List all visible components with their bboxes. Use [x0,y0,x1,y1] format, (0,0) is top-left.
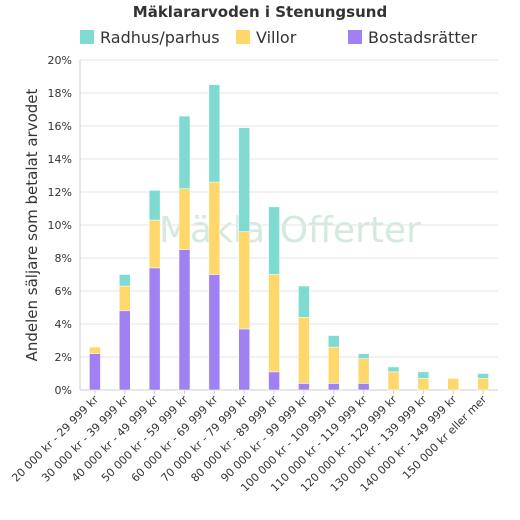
bar-segment [298,285,310,318]
y-axis-label: Andelen säljare som betalat arvodet [23,88,41,361]
watermark: MäklarOfferter [159,210,421,251]
bar-segment [238,127,250,232]
legend-swatch [80,30,94,44]
bar-segment [328,335,340,348]
y-tick-label: 0% [55,384,72,397]
legend-label: Bostadsrätter [368,28,477,47]
y-tick-label: 10% [48,219,72,232]
bar-segment [328,346,340,384]
bar-segment [148,267,161,391]
legend-label: Villor [256,28,297,47]
bar-segment [178,188,191,250]
bar-segment [477,373,489,379]
bar-segment [268,371,280,391]
chart-title: Mäklararvoden i Stenungsund [133,3,387,21]
bar-segment [328,383,340,391]
y-tick-label: 4% [55,318,72,331]
bar-segment [357,358,370,384]
bar-segment [89,346,101,354]
y-tick-label: 12% [48,186,72,199]
bar-segment [417,371,430,379]
y-tick-label: 8% [55,252,72,265]
bar-segment [447,378,459,391]
bar-segment [148,190,161,221]
y-tick-label: 18% [48,87,72,100]
bar-segment [387,366,400,373]
bar-segment [89,353,101,391]
bar-segment [238,328,250,391]
y-tick-label: 20% [48,54,72,67]
bar-segment [268,206,280,275]
y-tick-label: 16% [48,120,72,133]
bar-segment [387,371,400,391]
bar-segment [119,285,131,312]
bar-segment [357,383,370,391]
bar-segment [178,115,191,189]
legend-swatch [348,30,362,44]
legend-swatch [236,30,250,44]
bars [89,84,489,391]
bar-segment [208,84,221,183]
bar-segment [298,383,310,391]
bar-segment [119,274,131,287]
bar-segment [238,231,250,330]
y-tick-label: 6% [55,285,72,298]
bar-segment [477,378,489,391]
bar-segment [208,181,221,275]
bar-segment [178,249,191,391]
bar-segment [119,310,131,391]
legend: Radhus/parhus Villor Bostadsrätter [80,28,477,47]
y-tick-label: 14% [48,153,72,166]
y-tick-label: 2% [55,351,72,364]
legend-label: Radhus/parhus [100,28,220,47]
bar-segment [298,317,310,384]
bar-segment [268,274,280,373]
bar-segment [357,353,370,359]
bar-segment [148,219,161,269]
y-tick-labels: 0% 2% 4% 6% 8% 10% 12% 14% 16% 18% 20% [48,54,72,397]
bar-segment [417,378,430,391]
bar-segment [208,274,221,391]
